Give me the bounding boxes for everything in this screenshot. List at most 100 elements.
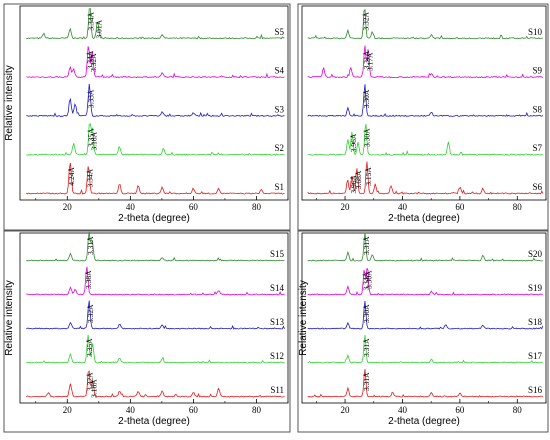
series-line-S17 [307,335,543,364]
series-line-S5 [26,8,285,40]
series-line-S12 [26,334,285,364]
xrd-panel-3: 20 40 60 80 2-theta (degree) Relative intensi… [3,230,291,433]
series-line-S8 [307,84,544,117]
peak-label: 3.30Å [362,304,371,323]
series-line-S19 [307,267,543,296]
series-line-S15 [26,231,285,262]
series-name-S17: S17 [528,351,543,361]
x-tick-label: 20 [63,202,73,212]
series-name-S14: S14 [270,283,285,293]
peak-label: 3.68Å [354,170,363,189]
series-line-S3 [26,83,285,117]
series-name-S10: S10 [528,27,543,37]
x-tick-label: 20 [341,405,351,415]
peak-label: 3.30Å [364,270,373,289]
series-name-S19: S19 [528,283,543,293]
peak-label: 3.33Å [86,89,95,108]
series-line-S13 [26,300,285,330]
peak-label: 3.01Å [95,19,104,38]
series-name-S9: S9 [532,66,542,76]
series-name-S1: S1 [274,182,284,192]
plot-area [301,232,547,404]
x-tick-label: 60 [189,202,199,212]
series-line-S14 [26,266,285,296]
series-name-S3: S3 [274,104,284,114]
y-axis-label: Relative intensity [4,65,15,141]
series-line-S4 [26,46,285,79]
peak-label: 3.31Å [362,236,371,255]
panel-frame [297,3,549,231]
x-tick-label: 80 [252,405,262,415]
peak-label: 3.96Å [349,133,358,152]
series-line-S10 [307,8,543,40]
x-tick-label: 60 [189,405,199,415]
peak-label: 3.31Å [362,338,371,357]
series-name-S16: S16 [528,385,543,395]
x-tick-label: 80 [252,202,262,212]
x-tick-label: 40 [398,202,408,212]
peak-label: 3.15Å [364,167,373,186]
peak-label: 3.34Å [85,50,94,69]
peak-label: 3.17Å [365,52,374,71]
xrd-panel-1: 20 40 60 80 2-theta (degree) Relative intensi… [3,3,291,231]
series-line-S2 [26,123,285,156]
peak-label: 3.34Å [85,168,94,187]
xrd-panel-2: 20 40 60 802-theta (degree)S103.32ÅS93.31Å3… [297,3,549,231]
series-name-S2: S2 [274,143,284,153]
series-line-S11 [26,370,285,398]
x-axis-label: 2-theta (degree) [118,416,190,427]
peak-label: 3.35Å [87,128,96,147]
peak-label: 3.32Å [362,11,371,30]
series-name-S18: S18 [528,317,543,327]
plot-area [19,5,289,201]
series-line-S20 [307,232,543,262]
y-axis-label: Relative intensity [4,280,15,356]
plot-area [19,232,289,404]
x-axis-label: 2-theta (degree) [118,213,190,224]
x-tick-label: 40 [398,405,408,415]
peak-label: 4.24Å [67,167,76,186]
series-name-S13: S13 [270,317,285,327]
peak-label: 3.31Å [86,236,95,255]
panel-frame [3,230,291,433]
series-name-S20: S20 [528,249,543,259]
peak-label: 3.30Å [362,89,371,108]
x-tick-label: 20 [341,202,351,212]
series-line-S7 [307,123,543,156]
y-axis-label: Relative intensity [298,280,309,356]
peak-label: 3.32Å [89,53,98,72]
series-name-S12: S12 [270,351,284,361]
series-name-S11: S11 [270,385,284,395]
x-tick-label: 80 [513,405,523,415]
series-name-S8: S8 [532,104,542,114]
series-line-S6 [307,161,544,195]
plot-area [301,5,547,201]
panel-frame [297,230,549,433]
panel-frame [3,3,291,231]
peak-label: 3.18Å [90,131,99,150]
peak-label: 3.31Å [362,372,371,391]
series-line-S16 [307,369,544,398]
peak-label: 3.31Å [362,50,371,69]
x-axis-label: 2-theta (degree) [388,213,460,224]
peak-label: 3.38Å [84,270,93,289]
peak-label: 3.96Å [349,175,358,194]
peak-label: 3.32Å [86,304,95,323]
series-name-S5: S5 [274,27,284,37]
xrd-panel-4: 20 40 60 80 2-theta (degree) Relative intensi… [297,230,549,433]
x-tick-label: 60 [455,202,465,212]
series-name-S7: S7 [532,143,542,153]
x-axis-label: 2-theta (degree) [388,416,460,427]
x-tick-label: 20 [63,405,73,415]
series-line-S9 [307,45,544,79]
series-name-S6: S6 [532,182,542,192]
peak-label: 3.32Å [86,372,95,391]
peak-label: 3.35Å [85,338,94,357]
series-name-S4: S4 [274,66,284,76]
peak-label: 3.34Å [87,11,96,30]
series-name-S15: S15 [270,249,285,259]
series-line-S18 [307,301,544,330]
series-line-S1 [26,162,285,195]
